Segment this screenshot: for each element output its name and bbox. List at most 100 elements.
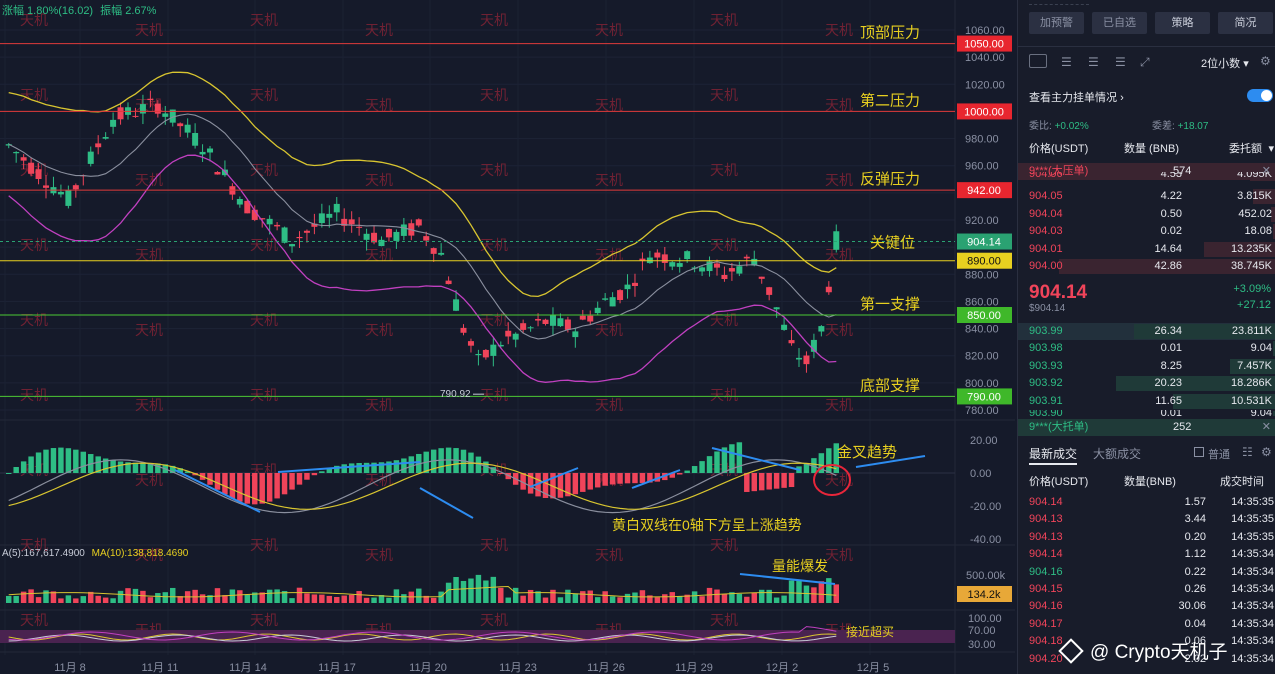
candle-body [781,324,788,330]
candle-body [87,151,94,164]
bid-qty: 0.01 [1160,342,1182,355]
macd-histogram-bar [6,473,12,474]
strategy-button[interactable]: 策略 [1155,12,1210,34]
watermark-text: 天机 [595,548,623,564]
watermark-text: 天机 [480,538,508,554]
candle-body [147,98,154,101]
bid-row[interactable]: 903.91 11.65 10.531K [1018,393,1275,410]
volume-bar [222,595,228,603]
ask-row[interactable]: 904.03 0.02 18.08 [1018,223,1275,240]
add-alert-button[interactable]: 加预警 [1029,12,1084,34]
ask-row[interactable]: 904.00 42.86 38.745K [1018,258,1275,275]
ask-qty: 4.22 [1160,190,1182,202]
ask-row[interactable]: 904.01 14.64 13.235K [1018,241,1275,258]
last-price-usd: $904.14 [1029,303,1066,314]
macd-histogram-bar [35,452,42,473]
ask-price: 904.03 [1029,225,1063,238]
layout-expand-icon[interactable]: ⤢ [1140,55,1150,69]
main-orders-toggle[interactable] [1247,89,1273,102]
trade-row: 904.18 0.06 14:35:34 [1018,633,1275,650]
close-icon[interactable]: ✕ [1261,421,1271,433]
candle-body [192,133,199,146]
volume-bar [334,596,340,603]
watermark-text: 天机 [250,238,278,254]
bid-row[interactable]: 903.99 26.34 23.811K [1018,323,1275,340]
volume-note: 量能爆发 [772,558,828,574]
candle-body [13,152,20,154]
bid-row[interactable]: 903.90 0.01 9.04 [1018,410,1275,416]
candle-body [520,323,527,330]
layout-asks-icon[interactable]: ☰ [1088,55,1099,69]
volume-bar [58,598,64,603]
ask-row[interactable]: 904.04 0.50 452.02 [1018,206,1275,223]
layout-both-icon[interactable] [1029,54,1047,68]
trend-arrow [529,467,579,488]
filter-list-icon[interactable]: ☷ [1242,445,1253,459]
overview-button[interactable]: 简况 [1218,12,1273,34]
ask-qty: 0.02 [1160,225,1182,238]
bid-row[interactable]: 903.93 8.25 7.457K [1018,358,1275,375]
depth-bar [1059,259,1275,275]
favorited-button[interactable]: 已自选 [1092,12,1147,34]
watermark-text: 天机 [480,613,508,629]
macd-axis-label: 0.00 [970,468,991,480]
level-tag-text: 790.00 [967,391,1001,403]
panel-top-dash [1029,4,1089,5]
volume-bar [348,594,355,603]
level-tag-bg [957,252,1012,269]
macd-histogram-bar [65,448,72,473]
volume-bar [527,589,534,603]
trade-qty: 3.44 [1184,513,1206,526]
volume-bar [691,591,698,603]
watermark-text: 天机 [20,613,48,629]
price-chart-area[interactable]: 天机 天机 天机 天机 天机 天机 天机 天机 天机 天机 天机 天机 天机 天机 天机 天机 天机 天机 天机 天机… [0,0,1015,674]
volume-bar [319,594,325,603]
candle-body [788,340,795,344]
macd-histogram-bar [729,444,735,473]
ask-row[interactable]: 904.06 4.53 4.095K [1018,172,1275,181]
decimal-select[interactable]: 2位小数 ▾ [1201,55,1249,71]
candle-body [438,252,445,255]
volume-bar [244,594,251,603]
big-buy-label: 9***(大托单) [1029,421,1089,433]
bid-row[interactable]: 903.98 0.01 9.04 [1018,340,1275,357]
tab-large-trades[interactable]: 大额成交 [1093,447,1142,461]
candle-body [460,327,467,333]
candle-body [721,274,728,280]
layout-bids-icon[interactable]: ☰ [1061,55,1072,69]
tab-latest-trades[interactable]: 最新成交 [1029,447,1078,461]
volume-bar [744,596,750,603]
level-tag-bg [957,35,1012,52]
ask-row[interactable]: 904.05 4.22 3.815K [1018,188,1275,205]
ask-qty: 0.50 [1160,207,1182,220]
candle-body [795,357,802,360]
watermark-text: 天机 [710,238,738,254]
candle-body [512,333,519,340]
normal-checkbox[interactable] [1194,447,1204,457]
layout-list-icon[interactable]: ☰ [1115,55,1126,69]
candle-body [5,144,12,146]
macd-axis-label: 20.00 [970,435,998,447]
rsi-note: 接近超买 [846,624,894,639]
settings-gear-icon[interactable]: ⚙ [1260,54,1271,68]
candle-body [251,209,258,220]
big-sell-order[interactable]: 9***(大压单) 574 ✕ [1018,163,1275,180]
ask-price: 904.01 [1029,242,1063,255]
trade-settings-gear-icon[interactable]: ⚙ [1261,445,1272,459]
volume-bar [274,589,280,603]
candle-body [564,319,571,330]
volume-bar [20,591,27,603]
col-amount-chevron-icon[interactable]: ▾ [1268,143,1274,155]
macd-histogram-bar [311,473,318,476]
close-icon[interactable]: ✕ [1261,165,1271,177]
kline-chart[interactable]: 天机天机天机天机天机天机天机天机天机天机天机天机天机天机天机天机天机天机天机天机… [0,0,1015,674]
volume-bar [266,589,273,603]
candle-body [281,227,288,243]
big-buy-order[interactable]: 9***(大托单) 252 ✕ [1018,419,1275,436]
candle-body [341,218,348,226]
macd-histogram-bar [102,458,109,473]
volume-bar [826,578,832,603]
main-orders-link[interactable]: 查看主力挂单情况 › [1029,89,1124,105]
depth-bar [1270,206,1275,222]
bid-row[interactable]: 903.92 20.23 18.286K [1018,375,1275,392]
